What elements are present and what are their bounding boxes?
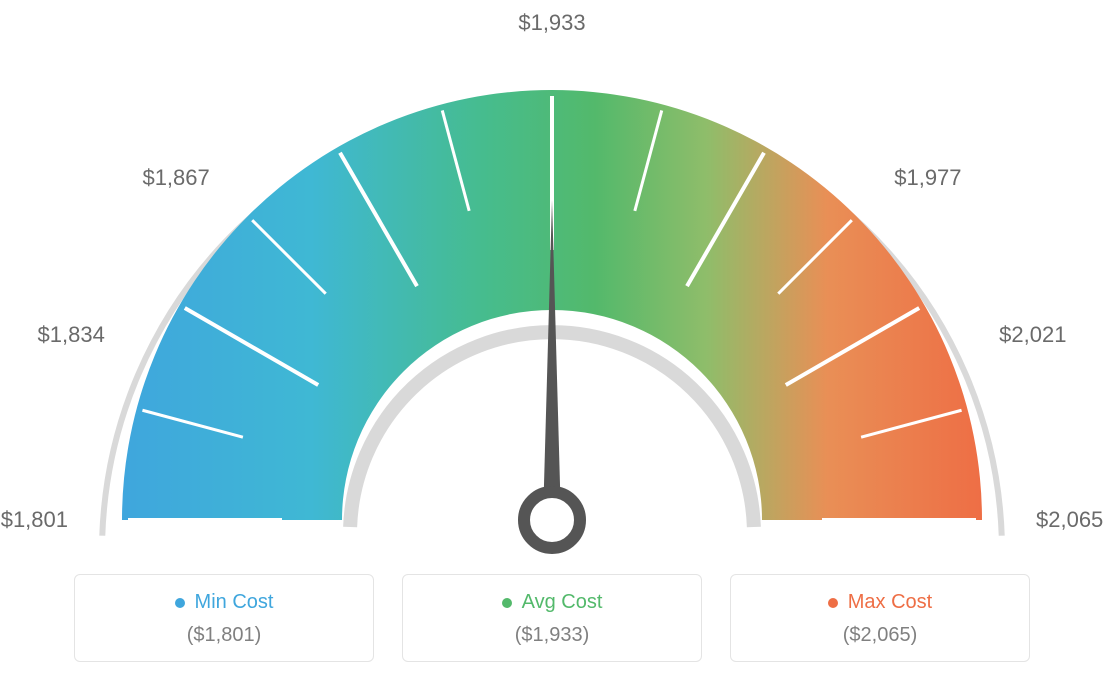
card-avg-label: Avg Cost <box>522 591 603 614</box>
card-min-cost: Min Cost ($1,801) <box>74 574 374 662</box>
card-max-value: ($2,065) <box>731 624 1029 647</box>
gauge-svg <box>62 60 1042 580</box>
gauge-tick-label: $1,933 <box>518 10 585 36</box>
gauge-tick-label: $2,021 <box>999 322 1066 348</box>
gauge-tick-label: $1,801 <box>1 507 68 533</box>
card-max-label: Max Cost <box>848 591 932 614</box>
dot-max <box>828 598 838 608</box>
legend-cards: Min Cost ($1,801) Avg Cost ($1,933) Max … <box>74 574 1030 662</box>
card-avg-value: ($1,933) <box>403 624 701 647</box>
card-min-label: Min Cost <box>195 591 274 614</box>
gauge-tick-label: $2,065 <box>1036 507 1103 533</box>
gauge-tick-label: $1,834 <box>38 322 105 348</box>
gauge-tick-label: $1,977 <box>894 165 961 191</box>
gauge-chart: $1,801$1,834$1,867$1,933$1,977$2,021$2,0… <box>62 60 1042 560</box>
gauge-tick-label: $1,867 <box>142 165 209 191</box>
card-min-value: ($1,801) <box>75 624 373 647</box>
dot-avg <box>502 598 512 608</box>
card-avg-cost: Avg Cost ($1,933) <box>402 574 702 662</box>
dot-min <box>175 598 185 608</box>
card-max-cost: Max Cost ($2,065) <box>730 574 1030 662</box>
